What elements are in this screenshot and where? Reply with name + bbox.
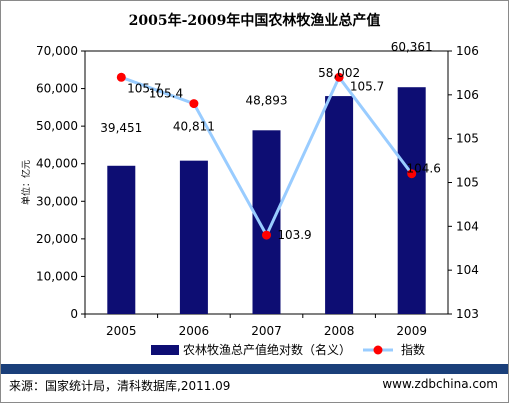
y-axis-label: 单位：亿元 <box>20 160 32 205</box>
index-marker <box>116 72 126 82</box>
y-tick-label: 20,000 <box>36 232 78 246</box>
bar-value-label: 40,811 <box>173 120 215 134</box>
y-tick-label: 70,000 <box>36 44 78 58</box>
index-value-label: 103.9 <box>277 228 311 242</box>
index-marker <box>262 230 271 240</box>
y2-tick-label: 104 <box>456 219 479 233</box>
x-tick-label: 2008 <box>324 324 355 338</box>
bar <box>325 96 354 314</box>
bar-value-label: 58,002 <box>318 66 360 80</box>
bar <box>397 87 426 314</box>
index-marker <box>334 72 344 82</box>
chart-svg: 0 10,000 20,000 30,000 40,000 50,000 60,000 70,… <box>20 40 479 357</box>
bar <box>107 165 136 314</box>
index-value-label: 104.6 <box>407 162 441 176</box>
y2-tick-label: 106 <box>456 88 479 102</box>
x-tick-label: 2009 <box>396 324 427 338</box>
bar-value-label: 39,451 <box>100 121 142 135</box>
site-url[interactable]: www.zdbchina.com <box>382 377 498 391</box>
footer-bar <box>1 364 508 374</box>
y2-tick-label: 106 <box>456 44 479 58</box>
x-tick-label: 2006 <box>179 324 210 338</box>
y-tick-label: 40,000 <box>36 157 78 171</box>
legend-swatch-bar <box>151 345 179 355</box>
x-tick-label: 2007 <box>251 324 282 338</box>
index-marker <box>189 99 199 109</box>
y-tick-label: 50,000 <box>36 119 78 133</box>
source-note: 来源：国家统计局，清科数据库,2011.09 <box>9 379 231 393</box>
footer: 来源：国家统计局，清科数据库,2011.09 www.zdbchina.com <box>9 377 498 397</box>
y2-tick-label: 105 <box>456 132 479 146</box>
bar <box>179 160 208 314</box>
y2-tick-label: 104 <box>456 263 479 277</box>
index-value-label: 105.7 <box>350 79 384 93</box>
legend-label-bar: 农林牧渔总产值绝对数（名义） <box>183 342 351 357</box>
legend-swatch-marker <box>373 345 383 355</box>
index-marker <box>407 169 417 179</box>
x-tick-label: 2005 <box>106 324 137 338</box>
y-tick-label: 0 <box>70 307 78 321</box>
y2-tick-label: 103 <box>456 307 479 321</box>
y2-tick-label: 105 <box>456 176 479 190</box>
index-value-label: 105.7 <box>127 81 161 95</box>
y-tick-label: 30,000 <box>36 194 78 208</box>
index-value-label: 105.4 <box>149 87 183 101</box>
chart-title: 2005年-2009年中国农林牧渔业总产值 <box>128 13 381 29</box>
bar-value-label: 60,361 <box>391 40 433 54</box>
y-tick-label: 10,000 <box>36 269 78 283</box>
bar-value-label: 48,893 <box>246 93 288 107</box>
y-tick-label: 60,000 <box>36 82 78 96</box>
bar <box>252 130 281 314</box>
legend-label-line: 指数 <box>401 342 425 357</box>
